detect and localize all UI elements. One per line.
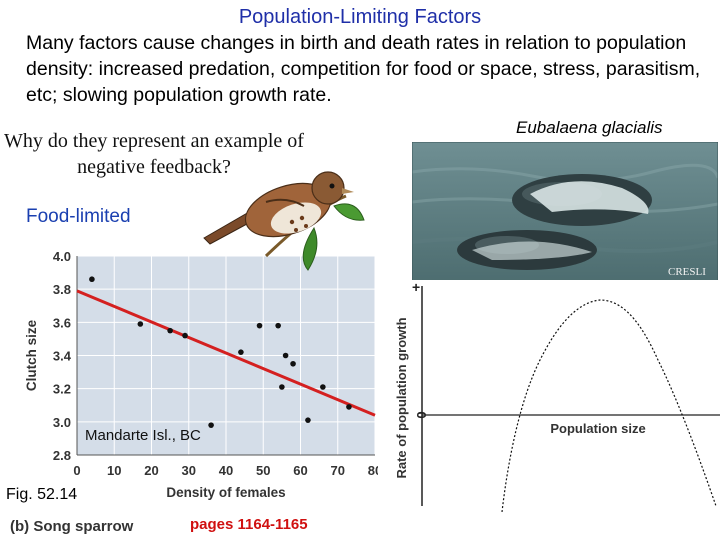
- data-point: [320, 384, 326, 390]
- y-tick-label: 3.0: [53, 415, 71, 430]
- data-point: [290, 360, 296, 367]
- data-point: [238, 349, 244, 355]
- x-tick-label: 20: [144, 463, 158, 478]
- species-name: Eubalaena glacialis: [516, 118, 663, 137]
- y-tick-label: 3.8: [53, 282, 71, 297]
- x-tick-label: 0: [73, 463, 80, 478]
- song-sparrow-illustration: [203, 171, 365, 271]
- page-reference: pages 1164-1165: [190, 516, 308, 533]
- y-tick-label: 4.0: [53, 249, 71, 264]
- y-tick-label: 3.2: [53, 382, 71, 397]
- data-point: [346, 404, 352, 410]
- growth-y-tick-zero: 0: [414, 411, 429, 418]
- x-axis-label: Density of females: [166, 485, 285, 500]
- data-point: [137, 321, 144, 327]
- growth-y-axis-label: Rate of population growth: [394, 317, 409, 478]
- y-tick-label: 2.8: [53, 448, 71, 463]
- slide-title: Population-Limiting Factors: [238, 6, 482, 28]
- data-point: [305, 417, 311, 423]
- growth-curve: [501, 299, 717, 512]
- x-tick-label: 30: [182, 463, 196, 478]
- x-tick-label: 70: [331, 463, 345, 478]
- location-label: Mandarte Isl., BC: [85, 427, 201, 444]
- data-point: [282, 352, 289, 359]
- data-point: [167, 327, 173, 334]
- clutch-size-chart: 2.8 3.0 3.2 3.4 3.6 3.8 4.0 0 10 20 30 40 50 60 70 80 De…: [10, 248, 378, 511]
- panel-caption: (b) Song sparrow: [10, 518, 134, 535]
- data-point: [182, 332, 188, 339]
- x-tick-label: 10: [107, 463, 121, 478]
- question-text: Why do they represent an example of nega…: [4, 130, 304, 178]
- y-tick-label: 3.6: [53, 315, 71, 330]
- x-tick-label: 40: [219, 463, 233, 478]
- y-axis-label: Clutch size: [24, 319, 39, 391]
- growth-rate-chart: + 0 Rate of population growth Population…: [390, 280, 720, 512]
- photo-credit: CRESLI: [668, 266, 706, 278]
- growth-y-tick-plus: +: [412, 280, 420, 295]
- x-tick-label: 50: [256, 463, 270, 478]
- data-point: [89, 276, 95, 283]
- trend-line: [76, 289, 376, 417]
- data-point: [279, 384, 285, 390]
- growth-x-axis-label: Population size: [550, 421, 645, 436]
- x-tick-label: 60: [293, 463, 307, 478]
- food-limited-label: Food-limited: [26, 206, 131, 227]
- data-point: [208, 422, 214, 428]
- figure-label: Fig. 52.14: [6, 486, 78, 503]
- intro-text: Many factors cause changes in birth and …: [26, 32, 701, 106]
- data-point: [275, 322, 281, 329]
- whale-photo: [412, 142, 718, 282]
- x-tick-label: 80: [368, 463, 378, 478]
- y-tick-label: 3.4: [53, 349, 72, 364]
- data-point: [256, 322, 263, 329]
